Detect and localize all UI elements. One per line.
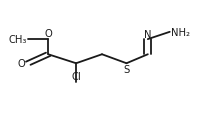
Text: CH₃: CH₃	[9, 35, 27, 45]
Text: O: O	[44, 29, 52, 39]
Text: Cl: Cl	[71, 72, 81, 82]
Text: S: S	[123, 65, 130, 75]
Text: NH₂: NH₂	[171, 28, 190, 38]
Text: O: O	[18, 59, 25, 69]
Text: N: N	[144, 29, 152, 39]
